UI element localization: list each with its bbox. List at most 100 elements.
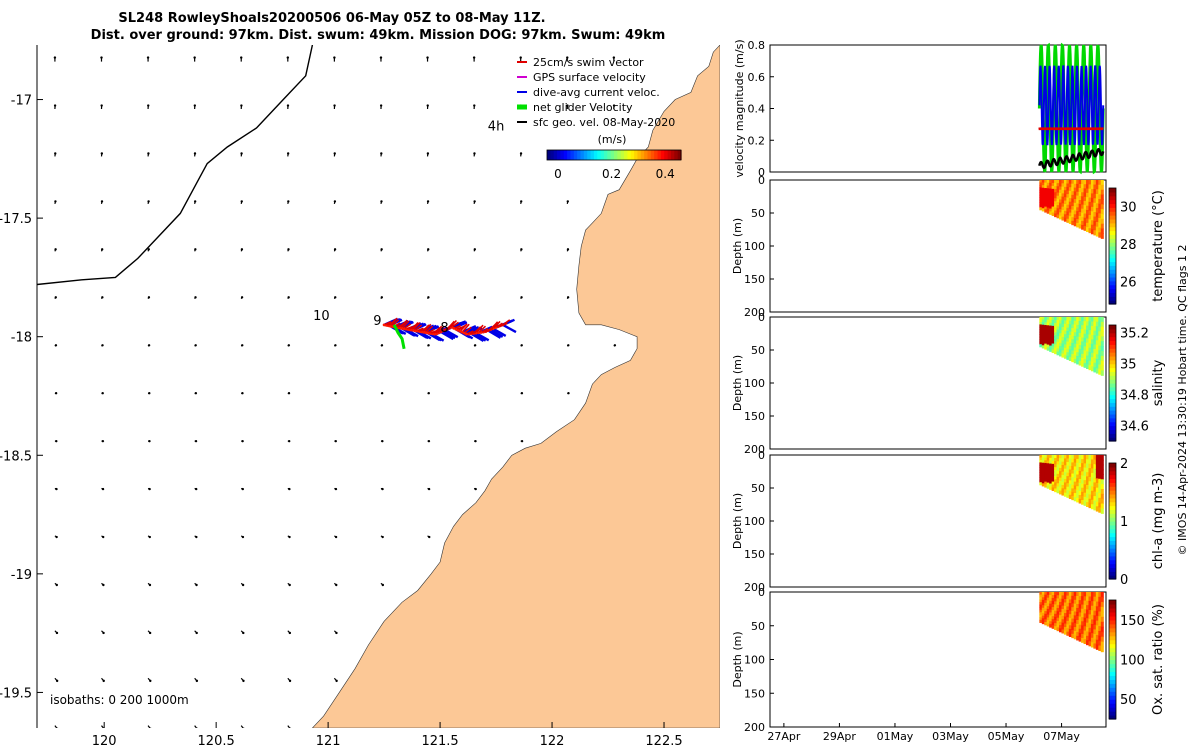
- section-cell: [1083, 192, 1087, 198]
- section-cell: [1073, 218, 1077, 223]
- section-cell: [1054, 613, 1058, 618]
- section-cell: [1041, 342, 1045, 346]
- section-cell: [1095, 198, 1099, 204]
- section-cell: [1095, 317, 1099, 323]
- section-cell: [1049, 334, 1053, 338]
- section-cell: [1083, 459, 1087, 464]
- section-cell: [1095, 501, 1099, 507]
- section-cell: [1090, 472, 1094, 478]
- surface-vector-head: [566, 248, 570, 251]
- section-cell: [1093, 491, 1097, 497]
- surface-vector-head: [288, 631, 292, 635]
- section-cell: [1059, 471, 1063, 476]
- section-colorbar-segment: [1109, 540, 1116, 545]
- section-cell: [1066, 327, 1070, 332]
- section-cell: [1088, 325, 1092, 331]
- section-colorbar-segment: [1109, 234, 1116, 239]
- surface-vector-head: [426, 200, 430, 203]
- surface-vector: [54, 725, 58, 728]
- section-colorbar-segment: [1109, 536, 1116, 541]
- title-line-1: SL248 RowleyShoals20200506 06-May 05Z to…: [118, 11, 545, 26]
- section-cell: [1061, 317, 1065, 321]
- surface-vector-head: [427, 392, 430, 395]
- section-colorbar-segment: [1109, 280, 1116, 286]
- section-cell: [1054, 610, 1058, 615]
- section-cell: [1041, 470, 1045, 474]
- section-cell: [1083, 226, 1087, 231]
- section-cell: [1039, 604, 1043, 608]
- section-cell: [1100, 346, 1104, 352]
- section-cell: [1063, 337, 1067, 342]
- section-cell: [1076, 635, 1080, 641]
- section-cell: [1088, 223, 1092, 229]
- section-cell: [1039, 599, 1043, 603]
- section-colorbar-segment: [1109, 425, 1116, 430]
- section-cell: [1056, 189, 1060, 194]
- section-cell: [1059, 323, 1063, 328]
- swim-vector: [477, 325, 487, 334]
- depth-axis-label: Depth (m): [731, 493, 744, 549]
- section-cell: [1046, 191, 1050, 195]
- section-cell: [1046, 328, 1050, 332]
- time-tick-label: 07May: [1043, 730, 1080, 743]
- section-cell: [1051, 487, 1055, 492]
- section-cell: [1054, 595, 1058, 599]
- section-cell: [1071, 191, 1075, 196]
- section-cell: [1076, 619, 1080, 625]
- section-cell: [1081, 455, 1085, 460]
- section-cell: [1088, 609, 1092, 615]
- section-cell: [1041, 345, 1045, 349]
- surface-vector-head: [100, 200, 104, 203]
- section-cell: [1073, 489, 1077, 494]
- map-ytick-label: -17: [11, 94, 32, 109]
- section-cell: [1100, 636, 1104, 643]
- section-cell: [1059, 180, 1063, 184]
- legend-label: net glider Velocity: [533, 101, 633, 114]
- section-cell: [1068, 476, 1072, 481]
- section-colorbar-segment: [1109, 607, 1116, 613]
- section-cell: [1063, 327, 1067, 332]
- section-cell: [1090, 592, 1094, 598]
- section-cell: [1051, 182, 1055, 187]
- section-cell: [1068, 201, 1072, 206]
- section-cell: [1039, 204, 1043, 208]
- map-annotation: 8: [440, 321, 448, 336]
- section-cell: [1098, 369, 1102, 375]
- section-cell: [1046, 344, 1050, 348]
- section-cell: [1093, 353, 1097, 359]
- section-cell: [1051, 212, 1055, 217]
- surface-vector-head: [612, 104, 616, 107]
- colorbar-segment: [607, 150, 612, 160]
- surface-vector-head: [55, 439, 58, 443]
- section-cell: [1093, 496, 1097, 502]
- section-cell: [1083, 471, 1087, 477]
- section-cell: [1078, 600, 1082, 605]
- surface-vector-head: [100, 56, 103, 59]
- section-cell: [1044, 597, 1048, 601]
- depth-tick-label: 150: [744, 410, 765, 423]
- section-cell: [1041, 462, 1045, 466]
- section-cell: [1073, 214, 1077, 219]
- section-cell: [1076, 631, 1080, 637]
- section-cell: [1076, 494, 1080, 499]
- section-cell: [1071, 342, 1075, 348]
- section-cell: [1090, 624, 1094, 630]
- section-cell: [1051, 194, 1055, 199]
- surface-vector-head: [147, 296, 151, 299]
- section-cell: [1049, 180, 1053, 184]
- section-cell: [1051, 472, 1055, 477]
- colorbar-segment: [657, 150, 662, 160]
- section-cell: [1061, 474, 1065, 479]
- section-cell: [1098, 630, 1102, 637]
- section-cell: [1083, 634, 1087, 640]
- colorbar-tick-label: 0.2: [602, 167, 621, 181]
- section-cell: [1068, 473, 1072, 478]
- surface-vector-head: [242, 727, 245, 728]
- section-cell: [1081, 200, 1085, 206]
- section-cell: [1100, 355, 1104, 362]
- section-cell: [1100, 341, 1104, 347]
- section-cell: [1083, 184, 1087, 189]
- section-cell: [1059, 608, 1063, 613]
- section-cell: [1088, 498, 1092, 504]
